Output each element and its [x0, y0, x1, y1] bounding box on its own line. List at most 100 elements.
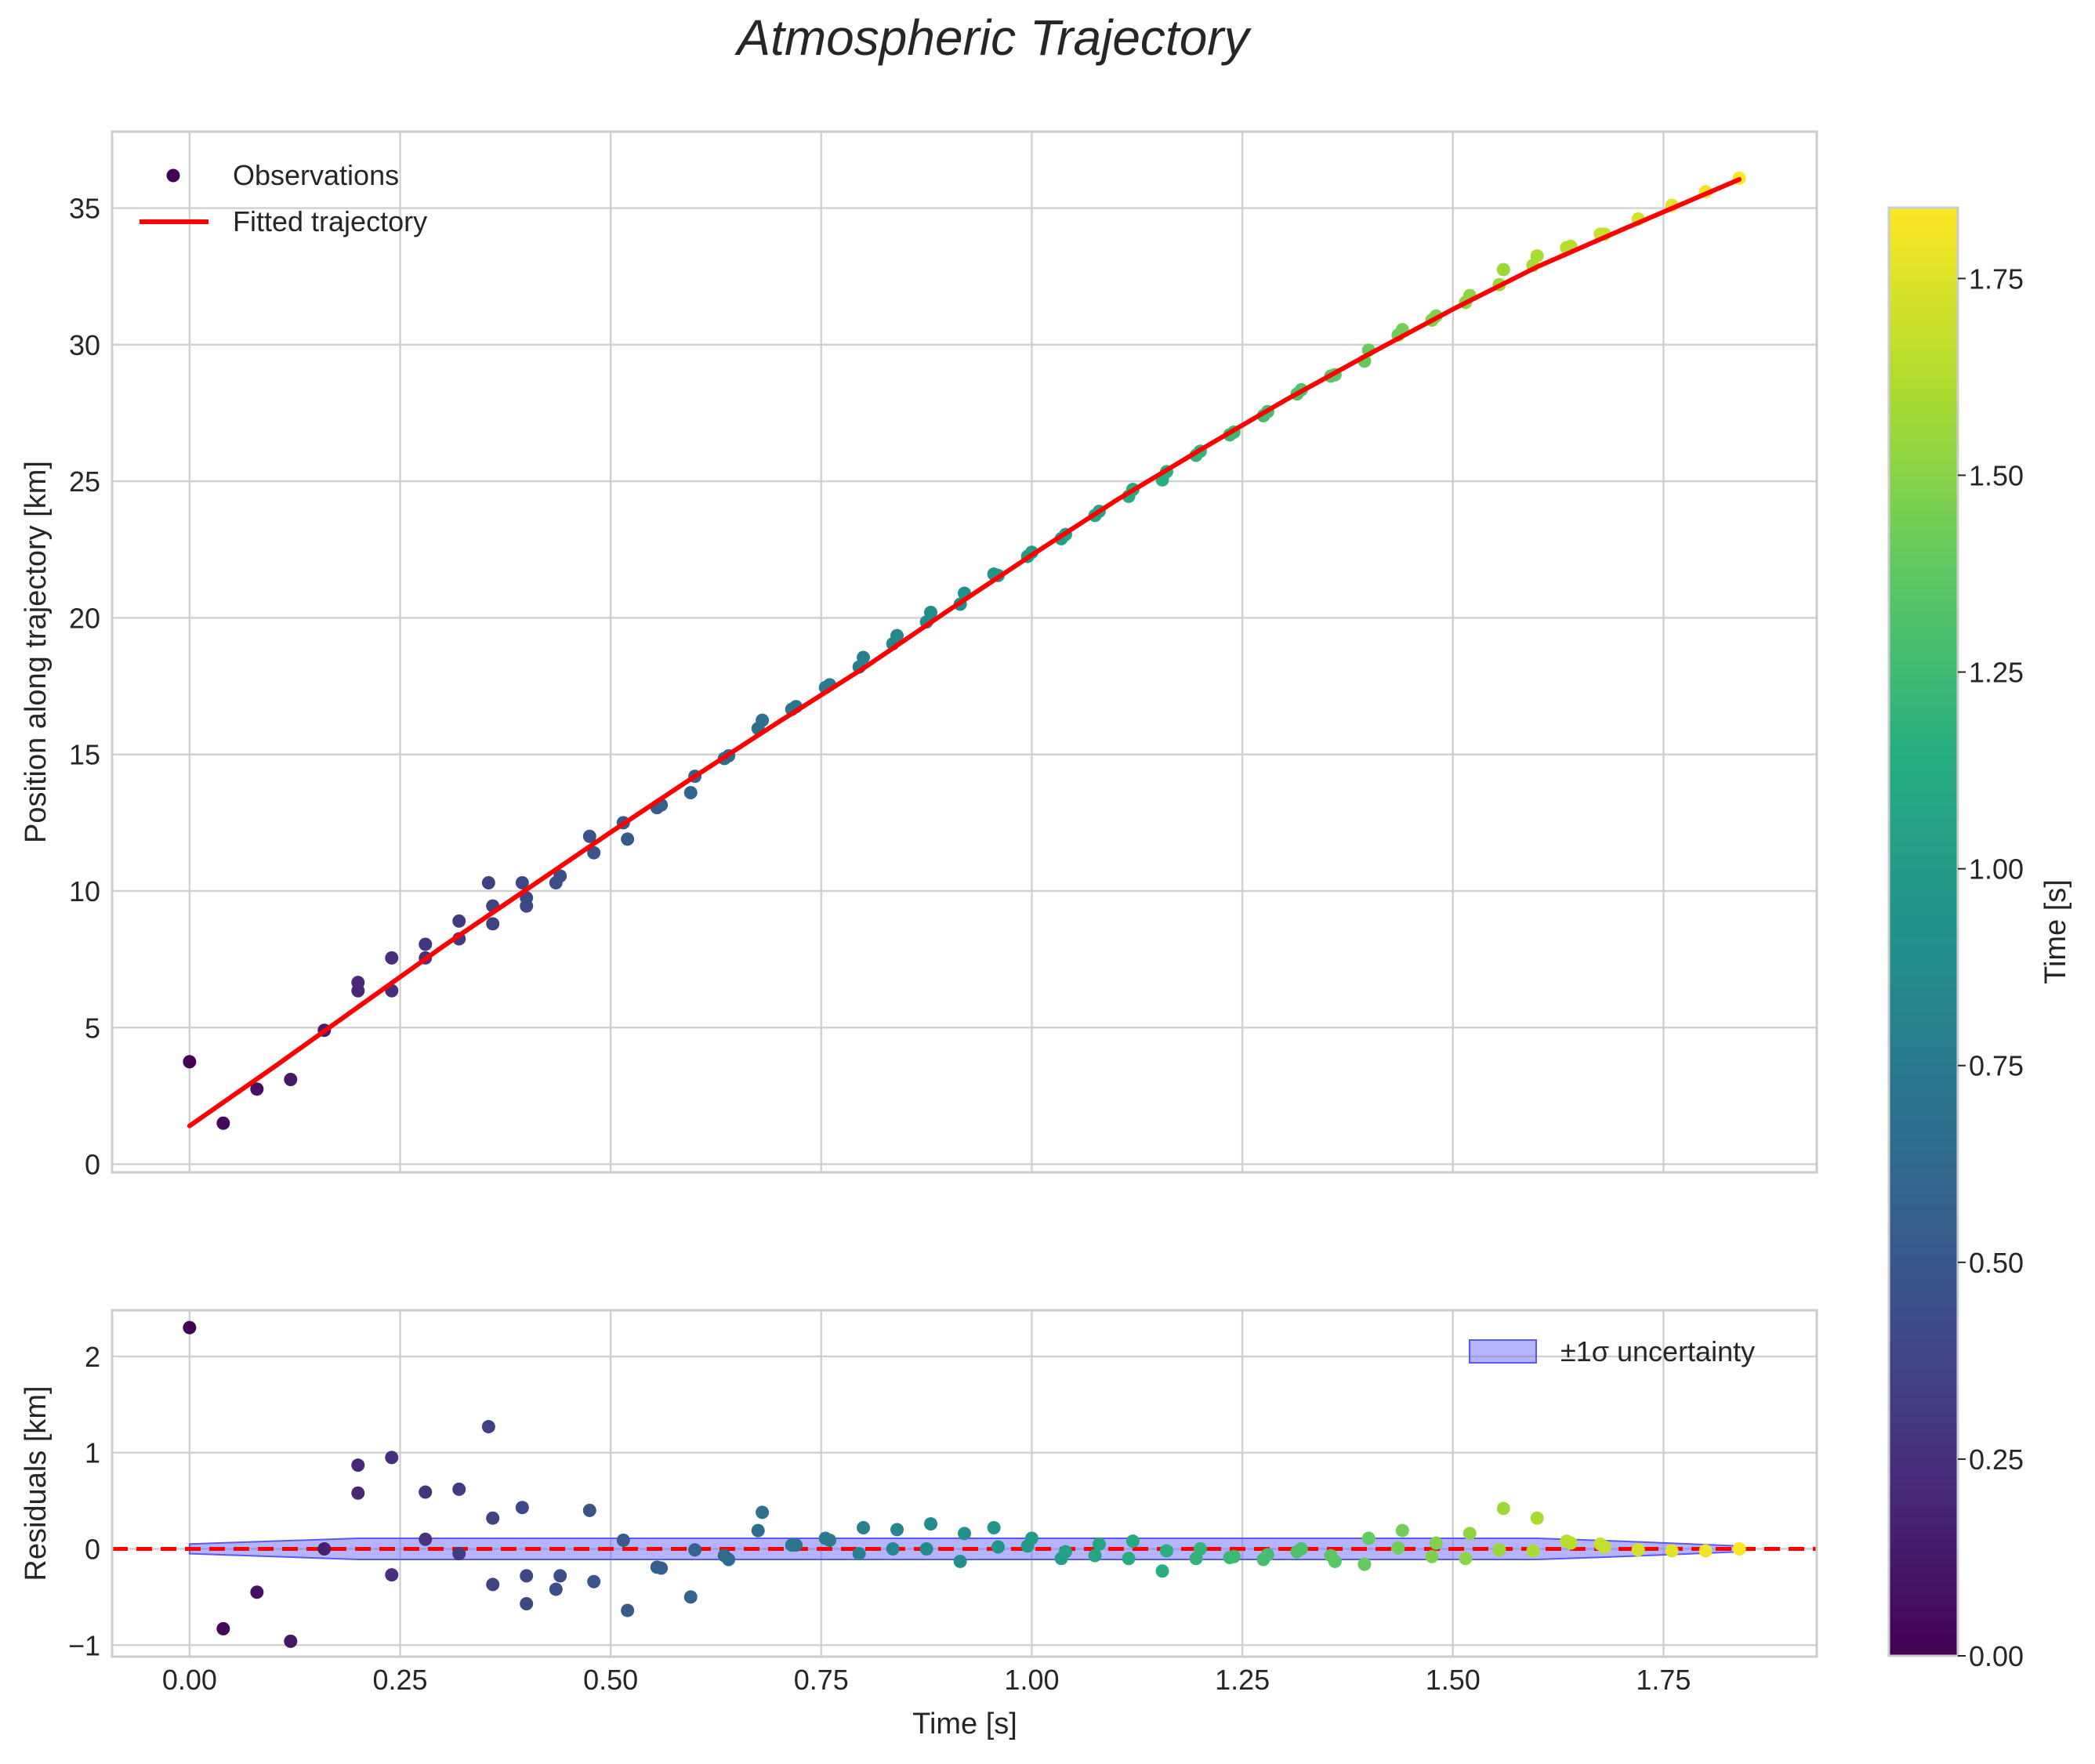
residual-point — [1459, 1552, 1473, 1566]
residual-point — [351, 1458, 365, 1472]
residual-point — [553, 1569, 567, 1583]
residual-point — [250, 1585, 264, 1599]
residual-point — [1159, 1544, 1173, 1558]
residual-point — [1496, 1501, 1510, 1516]
main-y-tick-label: 15 — [69, 739, 100, 771]
observation-point — [890, 628, 904, 643]
residual-point — [1564, 1536, 1578, 1550]
observation-point — [756, 713, 770, 727]
colorbar-tick-label: 1.00 — [1969, 853, 2024, 886]
residual-point — [987, 1520, 1001, 1534]
observation-point — [1530, 249, 1544, 263]
observation-point — [216, 1116, 230, 1130]
residuals-y-axis-label: Residuals [km] — [20, 1385, 53, 1581]
residual-point — [1361, 1531, 1376, 1545]
residual-point — [688, 1543, 702, 1557]
colorbar-tick-label: 0.00 — [1969, 1640, 2024, 1672]
residual-point — [852, 1547, 866, 1561]
residual-point — [1092, 1537, 1106, 1551]
x-tick-label: 1.75 — [1636, 1664, 1691, 1696]
residual-point — [452, 1482, 466, 1496]
colorbar: 0.00 0.25 0.50 0.75 1.00 1.25 1.50 1.75 Time [s… — [1887, 206, 2072, 1672]
residual-point — [1425, 1549, 1439, 1563]
residual-point — [722, 1552, 736, 1567]
residual-point — [587, 1574, 601, 1588]
residual-point — [520, 1569, 534, 1583]
x-tick-label: 1.50 — [1426, 1664, 1481, 1696]
residual-point — [890, 1523, 904, 1537]
main-y-tick-label: 20 — [69, 602, 100, 634]
residual-point — [481, 1420, 495, 1434]
main-y-tick-label: 10 — [69, 875, 100, 907]
residual-point — [1391, 1541, 1405, 1555]
observation-point — [587, 846, 601, 860]
x-tick-label: 0.00 — [162, 1664, 217, 1696]
residual-point — [515, 1501, 529, 1515]
legend-label-observations: Observations — [233, 159, 399, 191]
residual-point — [991, 1540, 1005, 1554]
residual-point — [953, 1554, 967, 1568]
colorbar-tick-labels: 0.00 0.25 0.50 0.75 1.00 1.25 1.50 1.75 — [1958, 263, 2024, 1672]
residual-point — [520, 1596, 534, 1610]
residual-point — [1357, 1557, 1372, 1571]
main-y-tick-label: 30 — [69, 329, 100, 361]
residual-point — [616, 1533, 630, 1547]
residual-point — [1155, 1564, 1169, 1578]
residual-point — [621, 1603, 635, 1617]
residual-point — [486, 1511, 500, 1525]
residual-point — [886, 1541, 900, 1556]
residual-point — [284, 1634, 298, 1648]
residual-point — [789, 1538, 803, 1552]
residuals-y-tick-labels: −1 0 1 2 — [68, 1341, 100, 1661]
residual-point — [1193, 1541, 1207, 1556]
main-plot-background — [112, 132, 1817, 1172]
legend-marker-observations — [166, 168, 180, 183]
residual-point — [1294, 1541, 1308, 1556]
residual-point — [1122, 1552, 1136, 1566]
residual-point — [1328, 1554, 1342, 1568]
main-plot-panel: 0 5 10 15 20 25 30 35 Position along trajectory… — [20, 130, 1818, 1181]
residual-point — [1732, 1541, 1746, 1556]
main-y-tick-label: 35 — [69, 193, 100, 225]
residual-point — [1698, 1544, 1713, 1558]
main-plot-frame — [111, 130, 1818, 1174]
residual-point — [216, 1621, 230, 1635]
residual-point — [1597, 1540, 1611, 1554]
main-legend: Observations Fitted trajectory — [140, 159, 427, 237]
residuals-plot-background — [112, 1310, 1817, 1657]
residual-point — [1526, 1544, 1540, 1558]
residual-point — [1260, 1548, 1274, 1562]
residual-point — [582, 1503, 596, 1517]
observation-point — [683, 786, 698, 800]
residual-point — [1429, 1536, 1443, 1550]
colorbar-tick-label: 0.50 — [1969, 1247, 2024, 1279]
colorbar-frame — [1887, 206, 1959, 1657]
x-tick-label: 1.00 — [1004, 1664, 1059, 1696]
residuals-plot-panel: −1 0 1 2 0.00 0.25 0.50 0.75 1.00 1.25 1.50 1.75 T… — [20, 1309, 1818, 1740]
residuals-y-tick-label: −1 — [68, 1629, 100, 1661]
x-tick-label: 0.50 — [583, 1664, 638, 1696]
residual-points — [183, 1320, 1746, 1648]
main-y-tick-labels: 0 5 10 15 20 25 30 35 — [69, 193, 100, 1181]
residual-point — [924, 1517, 938, 1531]
colorbar-tick-label: 0.75 — [1969, 1050, 2024, 1082]
residual-point — [419, 1532, 433, 1546]
residual-point — [385, 1451, 399, 1465]
observation-point — [250, 1082, 264, 1096]
x-tick-label: 0.25 — [372, 1664, 427, 1696]
residual-point — [486, 1577, 500, 1592]
residuals-y-tick-label: 2 — [85, 1341, 100, 1373]
residuals-plot-frame — [111, 1309, 1818, 1658]
observation-point — [419, 937, 433, 951]
residual-point — [317, 1541, 332, 1556]
observation-point — [351, 976, 365, 990]
residual-point — [1492, 1543, 1506, 1557]
colorbar-tick-label: 1.50 — [1969, 459, 2024, 491]
residuals-legend: ±1σ uncertainty — [1469, 1335, 1755, 1367]
residual-point — [1631, 1543, 1645, 1557]
observation-point — [1496, 263, 1510, 277]
residual-point — [1125, 1534, 1140, 1548]
residual-point — [351, 1486, 365, 1500]
residual-point — [751, 1523, 765, 1538]
